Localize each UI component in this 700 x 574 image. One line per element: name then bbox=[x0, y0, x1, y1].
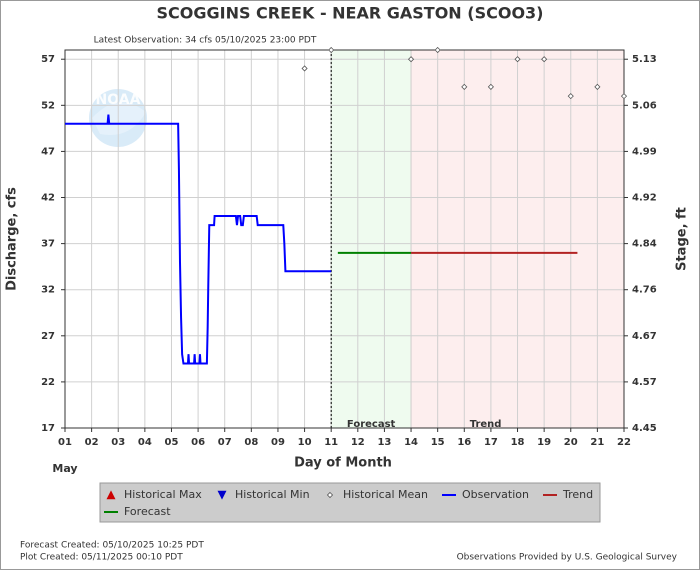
plot-created: Plot Created: 05/11/2025 00:10 PDT bbox=[20, 553, 183, 563]
y2-tick-label: 4.57 bbox=[632, 377, 657, 388]
y2-tick-label: 4.76 bbox=[632, 285, 657, 296]
month-label: May bbox=[52, 462, 77, 475]
y-tick-label: 27 bbox=[41, 331, 55, 342]
x-tick-label: 19 bbox=[537, 437, 551, 448]
x-tick-label: 11 bbox=[324, 437, 338, 448]
y-axis-label: Discharge, cfs bbox=[5, 187, 20, 291]
mean-point bbox=[328, 46, 335, 54]
x-tick-label: 15 bbox=[431, 437, 445, 448]
legend-label: Historical Mean bbox=[343, 488, 428, 501]
y-tick-label: 57 bbox=[41, 54, 55, 65]
mean-point bbox=[434, 46, 441, 54]
series-line bbox=[65, 114, 332, 365]
trend-region-label: Trend bbox=[470, 419, 502, 430]
y2-tick-label: 4.99 bbox=[632, 146, 657, 157]
forecast-created: Forecast Created: 05/10/2025 10:25 PDT bbox=[20, 541, 204, 551]
legend-label: Forecast bbox=[124, 505, 171, 518]
y2-tick-label: 4.92 bbox=[632, 193, 657, 204]
x-tick-label: 18 bbox=[511, 437, 525, 448]
y-tick-label: 22 bbox=[41, 377, 55, 388]
x-axis-label: Day of Month bbox=[294, 456, 392, 471]
logo-swoosh bbox=[92, 102, 146, 136]
y-tick-label: 17 bbox=[41, 423, 55, 434]
mean-point bbox=[620, 93, 628, 100]
mean-point bbox=[461, 83, 468, 90]
y-tick-label: 47 bbox=[41, 146, 55, 157]
x-tick-label: 05 bbox=[165, 437, 179, 448]
mean-point bbox=[567, 93, 574, 100]
y2-tick-label: 5.13 bbox=[632, 54, 657, 65]
x-tick-label: 07 bbox=[218, 437, 232, 448]
x-tick-label: 01 bbox=[58, 437, 72, 448]
forecast-region bbox=[330, 49, 412, 429]
y-tick-label: 52 bbox=[41, 100, 55, 111]
x-tick-label: 22 bbox=[617, 437, 631, 448]
chart-title: SCOGGINS CREEK - NEAR GASTON (SCOO3) bbox=[156, 4, 543, 23]
x-tick-label: 17 bbox=[484, 437, 498, 448]
subtitle: Latest Observation: 34 cfs 05/10/2025 23… bbox=[94, 36, 317, 46]
source: Observations Provided by U.S. Geological… bbox=[457, 553, 678, 563]
x-tick-label: 03 bbox=[111, 437, 125, 448]
legend-label: Observation bbox=[462, 488, 529, 501]
mean-point bbox=[407, 56, 415, 63]
plot-border bbox=[64, 49, 625, 429]
y2-tick-label: 4.45 bbox=[632, 423, 657, 434]
x-tick-label: 14 bbox=[404, 437, 418, 448]
mean-point bbox=[301, 65, 308, 72]
y-tick-label: 42 bbox=[41, 193, 55, 204]
forecast-region-label: Forecast bbox=[347, 419, 396, 430]
y-tick-label: 37 bbox=[41, 239, 55, 250]
mean-point bbox=[541, 56, 548, 63]
mean-point bbox=[514, 56, 521, 63]
mean-point bbox=[487, 83, 494, 90]
x-tick-label: 12 bbox=[351, 437, 365, 448]
x-tick-label: 10 bbox=[298, 437, 312, 448]
y-tick-label: 32 bbox=[41, 285, 55, 296]
y2-tick-label: 4.84 bbox=[632, 239, 657, 250]
legend-label: Historical Min bbox=[235, 488, 310, 501]
x-tick-label: 06 bbox=[191, 437, 205, 448]
legend bbox=[99, 482, 601, 523]
x-tick-label: 08 bbox=[244, 437, 258, 448]
x-tick-label: 13 bbox=[377, 437, 391, 448]
y2-tick-label: 4.67 bbox=[632, 331, 657, 342]
x-tick-label: 20 bbox=[564, 437, 578, 448]
mean-point bbox=[594, 83, 601, 90]
y2-tick-label: 5.06 bbox=[632, 100, 657, 111]
legend-marker bbox=[217, 490, 227, 500]
legend-marker bbox=[326, 491, 334, 499]
legend-marker bbox=[106, 490, 116, 500]
x-tick-label: 02 bbox=[85, 437, 99, 448]
x-tick-label: 16 bbox=[457, 437, 471, 448]
y2-axis-label: Stage, ft bbox=[675, 207, 690, 271]
legend-label: Historical Max bbox=[124, 488, 202, 501]
x-tick-label: 09 bbox=[271, 437, 285, 448]
legend-label: Trend bbox=[562, 488, 593, 501]
x-tick-label: 04 bbox=[138, 437, 152, 448]
x-tick-label: 21 bbox=[590, 437, 604, 448]
